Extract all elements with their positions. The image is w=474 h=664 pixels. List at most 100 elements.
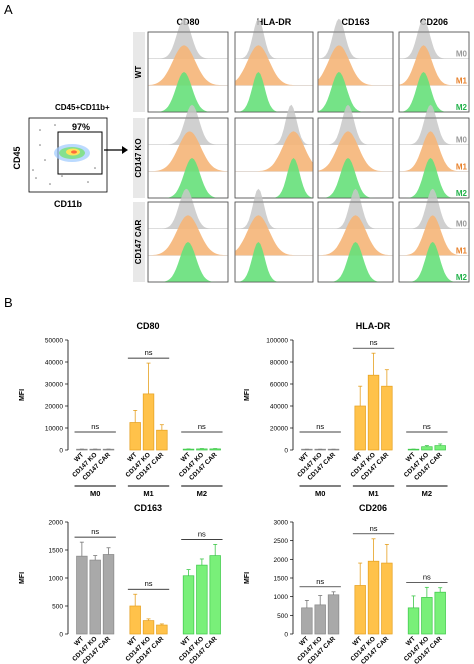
y-tick-label: 1000 xyxy=(49,576,64,583)
panel-b-label: B xyxy=(4,295,13,310)
y-tick-label: 10000 xyxy=(45,426,63,433)
histogram-m2 xyxy=(399,242,469,282)
gate-percent: 97% xyxy=(72,122,90,132)
marker-header: CD163 xyxy=(341,17,369,27)
histogram-panel xyxy=(147,104,229,199)
histogram-border xyxy=(317,31,394,113)
bar xyxy=(102,554,115,635)
chart-title: CD206 xyxy=(359,503,387,513)
gate-title: CD45+CD11b+ xyxy=(55,103,110,112)
group-label: M0 xyxy=(315,489,325,498)
density-dot xyxy=(32,169,34,171)
histogram-m2 xyxy=(399,72,469,112)
bar xyxy=(142,620,155,635)
significance-label: ns xyxy=(198,529,206,538)
bar xyxy=(314,604,326,635)
gate-plot: CD45+CD11b+ 97% CD45 CD11b xyxy=(12,103,128,209)
density-dot xyxy=(49,183,51,185)
marker-header: CD80 xyxy=(176,17,199,27)
population-label: M2 xyxy=(456,189,468,198)
gate-y-axis-label: CD45 xyxy=(12,146,22,169)
bar xyxy=(196,448,208,451)
bar xyxy=(209,448,221,451)
histogram-m0 xyxy=(399,18,469,59)
bar xyxy=(367,374,380,451)
histogram-panel xyxy=(317,188,394,283)
marker-header: HLA-DR xyxy=(257,17,292,27)
chart-title: HLA-DR xyxy=(356,321,391,331)
histogram-m2 xyxy=(148,72,228,112)
bar-charts: CD80MFI01000020000300004000050000WTCD147… xyxy=(19,321,448,664)
bar xyxy=(196,564,208,635)
histogram-m2 xyxy=(318,72,393,112)
histogram-m1 xyxy=(148,215,228,256)
bar xyxy=(381,385,393,451)
histogram-panel: M0 M1 M2 xyxy=(398,188,470,283)
population-label: M1 xyxy=(456,246,468,255)
density-peak xyxy=(71,150,77,154)
density-dot xyxy=(44,159,46,161)
row-label-band xyxy=(133,118,145,198)
row-label: CD147 CAR xyxy=(134,220,143,265)
significance-label: ns xyxy=(423,572,431,581)
histogram-m1 xyxy=(148,45,228,86)
histogram-border xyxy=(147,201,229,283)
y-axis-label: MFI xyxy=(19,572,26,584)
histogram-m2 xyxy=(148,242,228,282)
y-tick-label: 80000 xyxy=(270,360,288,367)
significance-label: ns xyxy=(316,577,324,586)
population-label: M2 xyxy=(456,273,468,282)
y-tick-label: 50000 xyxy=(45,338,63,345)
histogram-panel xyxy=(317,18,394,113)
histogram-panel xyxy=(234,104,314,199)
histogram-border xyxy=(234,31,314,113)
density-dot xyxy=(87,181,89,183)
y-tick-label: 500 xyxy=(52,604,63,611)
histogram-border xyxy=(398,201,470,283)
group-label: M1 xyxy=(143,489,153,498)
y-tick-label: 40000 xyxy=(45,360,63,367)
histogram-m2 xyxy=(235,158,313,198)
histogram-border xyxy=(234,201,314,283)
bar xyxy=(76,555,88,635)
marker-header: CD206 xyxy=(420,17,448,27)
histogram-m1 xyxy=(148,131,228,172)
population-label: M0 xyxy=(456,220,468,229)
y-axis-label: MFI xyxy=(244,572,251,584)
bar-chart: CD80MFI01000020000300004000050000WTCD147… xyxy=(19,321,223,498)
group-label: M1 xyxy=(368,489,378,498)
significance-label: ns xyxy=(370,524,378,533)
histogram-panel: M0 M1 M2 xyxy=(398,18,470,113)
histogram-m1 xyxy=(399,45,469,86)
histogram-m0 xyxy=(399,104,469,145)
histogram-border xyxy=(234,117,314,199)
bar xyxy=(209,555,221,635)
y-tick-label: 2000 xyxy=(49,520,64,527)
population-label: M0 xyxy=(456,136,468,145)
bar xyxy=(354,405,366,451)
y-tick-label: 3000 xyxy=(274,520,289,527)
y-tick-label: 500 xyxy=(277,613,288,620)
significance-label: ns xyxy=(423,422,431,431)
y-tick-label: 60000 xyxy=(270,382,288,389)
y-tick-label: 2000 xyxy=(274,557,289,564)
histogram-m1 xyxy=(399,131,469,172)
y-tick-label: 100000 xyxy=(266,338,288,345)
bar xyxy=(182,575,195,635)
density-cloud xyxy=(32,124,96,185)
histogram-panel: M0 M1 M2 xyxy=(398,104,470,199)
density-dot xyxy=(39,129,41,131)
significance-label: ns xyxy=(370,338,378,347)
histogram-m2 xyxy=(318,158,393,198)
y-axis-label: MFI xyxy=(244,389,251,401)
y-tick-label: 0 xyxy=(59,448,63,455)
histogram-panel xyxy=(147,18,229,113)
density-dot xyxy=(39,144,41,146)
bar xyxy=(381,562,393,635)
significance-label: ns xyxy=(91,422,99,431)
bar xyxy=(129,605,141,635)
histogram-m0 xyxy=(148,188,228,229)
group-label: M2 xyxy=(422,489,432,498)
